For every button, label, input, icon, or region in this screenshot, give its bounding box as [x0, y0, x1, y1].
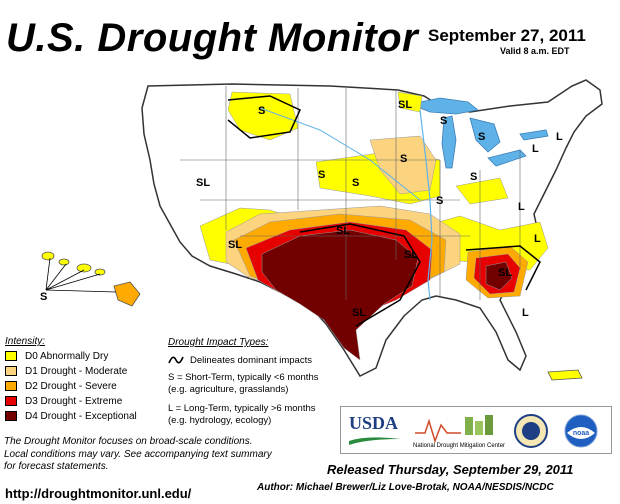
legend-item-d3: D3 Drought - Extreme — [5, 395, 122, 407]
valid-time: Valid 8 a.m. EDT — [500, 46, 570, 56]
note-line-1: The Drought Monitor focuses on broad-sca… — [4, 436, 253, 447]
disclaimer-note: The Drought Monitor focuses on broad-sca… — [4, 436, 324, 474]
map-label-s-iowa: S — [400, 153, 407, 165]
map-label-sl-oklahoma: SL — [336, 225, 350, 237]
commerce-seal-icon — [514, 414, 548, 448]
map-label-s-nebraska: S — [318, 169, 325, 181]
impact-long-1: L = Long-Term, typically >6 months — [168, 403, 316, 414]
hawaii — [41, 251, 141, 307]
map-label-l-carolina: L — [534, 233, 541, 245]
noaa-logo-icon: noaa — [564, 414, 598, 448]
impact-lines — [227, 95, 541, 327]
map-label-s-ohio: S — [470, 171, 477, 183]
map-label-l-florida: L — [522, 307, 529, 319]
legend-title: Intensity: — [5, 336, 46, 347]
ndmc-label: National Drought Mitigation Center — [413, 443, 506, 449]
legend-item-d4: D4 Drought - Exceptional — [5, 410, 137, 422]
legend-swatch-d4 — [5, 411, 17, 421]
website-url[interactable]: http://droughtmonitor.unl.edu/ — [5, 486, 192, 501]
page-title: U.S. Drought Monitor — [6, 16, 419, 60]
legend-item-d2: D2 Drought - Severe — [5, 380, 117, 392]
impact-long-2: (e.g. hydrology, ecology) — [168, 415, 272, 426]
lake-michigan — [441, 115, 457, 169]
note-line-3: for forecast statements. — [4, 461, 109, 472]
legend-item-d1: D1 Drought - Moderate — [5, 365, 127, 377]
missouri-river — [259, 107, 421, 201]
map-label-l-ne: L — [556, 131, 563, 143]
legend-swatch-d1 — [5, 366, 17, 376]
legend-swatch-d0 — [5, 351, 17, 361]
d4-texas — [261, 229, 419, 361]
usda-swoosh-icon — [349, 437, 401, 445]
usda-logo: USDA — [349, 413, 399, 433]
map-label-sl-arizona: SL — [228, 239, 242, 251]
d4-georgia — [485, 261, 513, 291]
map-label-sl-georgia: SL — [498, 267, 512, 279]
legend-label-d1: D1 Drought - Moderate — [25, 365, 128, 377]
noaa-wordmark: noaa — [573, 430, 589, 437]
legend-label-d4: D4 Drought - Exceptional — [25, 410, 137, 422]
map-label-s-montana: S — [258, 105, 265, 117]
d0-montana — [227, 91, 299, 141]
hawaii-pointer-lines — [45, 257, 117, 293]
legend-swatch-d2 — [5, 381, 17, 391]
impact-short-1: S = Short-Term, typically <6 months — [168, 372, 319, 383]
d1-iowa — [369, 135, 437, 195]
drought-map: S SL S S L L SL S S S S S L L SL SL SL S… — [40, 79, 603, 381]
legend-swatch-d3 — [5, 396, 17, 406]
impact-short-2: (e.g. agriculture, grasslands) — [168, 384, 289, 395]
map-label-sl-nevada: SL — [196, 177, 210, 189]
mississippi-river — [419, 109, 433, 301]
lake-superior — [408, 97, 479, 115]
lake-huron — [469, 117, 501, 153]
d0-ohio — [455, 177, 509, 205]
map-label-l-virginia: L — [518, 201, 525, 213]
map-label-sl-arkansas: SL — [404, 249, 418, 261]
map-label-s-michigan: S — [478, 131, 485, 143]
legend-item-d0: D0 Abnormally Dry — [5, 350, 108, 362]
map-date: September 27, 2011 — [428, 26, 586, 45]
puerto-rico — [547, 369, 583, 381]
impact-line-icon — [168, 356, 184, 364]
map-label-l-ny: L — [532, 143, 539, 155]
map-label-s-hawaii: S — [40, 291, 47, 303]
legend-label-d3: D3 Drought - Extreme — [25, 395, 123, 407]
map-label-s-illinois: S — [436, 195, 443, 207]
author-line: Author: Michael Brewer/Liz Love-Brotak, … — [257, 482, 554, 493]
lake-ontario — [519, 129, 549, 141]
impact-title: Drought Impact Types: — [168, 337, 269, 348]
legend-label-d0: D0 Abnormally Dry — [25, 350, 109, 362]
map-label-s-wisconsin: S — [440, 115, 447, 127]
map-label-s-kansas: S — [352, 177, 359, 189]
map-label-sl-texas: SL — [352, 307, 366, 319]
released-date: Released Thursday, September 29, 2011 — [327, 462, 574, 477]
map-label-sl-minnesota: SL — [398, 99, 412, 111]
impact-delineates: Delineates dominant impacts — [190, 355, 312, 366]
logos-panel: USDA National Drought Mitigation Center … — [340, 406, 612, 454]
legend-label-d2: D2 Drought - Severe — [25, 380, 117, 392]
ndmc-logo-icon — [415, 415, 493, 443]
note-line-2: Local conditions may vary. See accompany… — [4, 448, 272, 460]
lake-erie — [487, 149, 527, 167]
